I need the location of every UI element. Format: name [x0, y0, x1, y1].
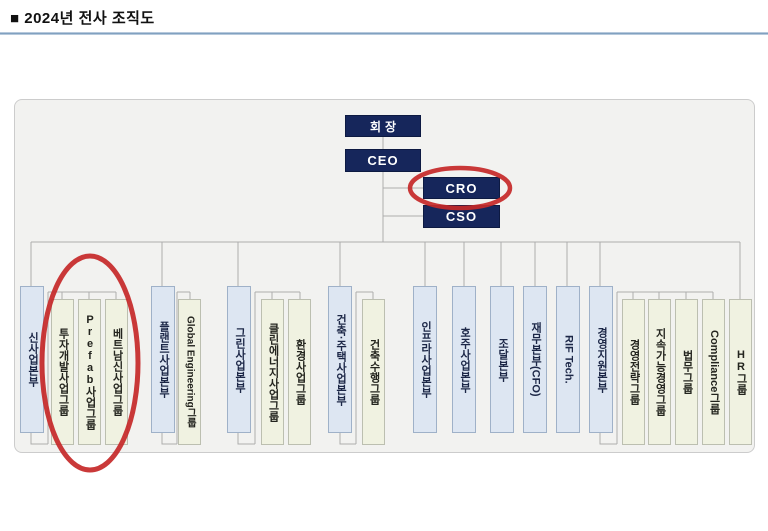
group-box-mgmt-strategy: 경영전략그룹: [622, 299, 645, 445]
group-box-investment-dev: 투자개발사업그룹: [51, 299, 74, 445]
title-divider: [0, 32, 768, 35]
group-box-environment: 환경사업그룹: [288, 299, 311, 445]
division-box-plant: 플랜트사업본부: [151, 286, 175, 433]
group-box-hr: HR그룹: [729, 299, 752, 445]
division-box-australia: 호주사업본부: [452, 286, 476, 433]
division-box-mgmt-support: 경영지원본부: [589, 286, 613, 433]
chairman-box: 회장: [345, 115, 421, 137]
division-box-green: 그린사업본부: [227, 286, 251, 433]
group-box-compliance: Compliance그룹: [702, 299, 725, 445]
division-box-infra: 인프라사업본부: [413, 286, 437, 433]
ceo-box: CEO: [345, 149, 421, 172]
group-box-vietnam-new: 베트남신사업그룹: [105, 299, 128, 445]
division-box-rif-tech: RIF Tech.: [556, 286, 580, 433]
division-box-finance-cfo: 재무본부(CFO): [523, 286, 547, 433]
division-box-new-business: 신사업본부: [20, 286, 44, 433]
division-box-building-housing: 건축·주택사업본부: [328, 286, 352, 433]
group-box-clean-energy: 클린에너지사업그룹: [261, 299, 284, 445]
group-box-prefab: Prefab사업그룹: [78, 299, 101, 445]
group-box-legal: 법무그룹: [675, 299, 698, 445]
group-box-construction-exec: 건축수행그룹: [362, 299, 385, 445]
division-box-procurement: 조달본부: [490, 286, 514, 433]
page-title: ■ 2024년 전사 조직도: [10, 10, 155, 27]
cso-box: CSO: [423, 205, 500, 228]
group-box-global-engineering: Global Engineering그룹: [178, 299, 201, 445]
group-box-sustainability: 지속가능경영그룹: [648, 299, 671, 445]
cro-box: CRO: [423, 177, 500, 199]
